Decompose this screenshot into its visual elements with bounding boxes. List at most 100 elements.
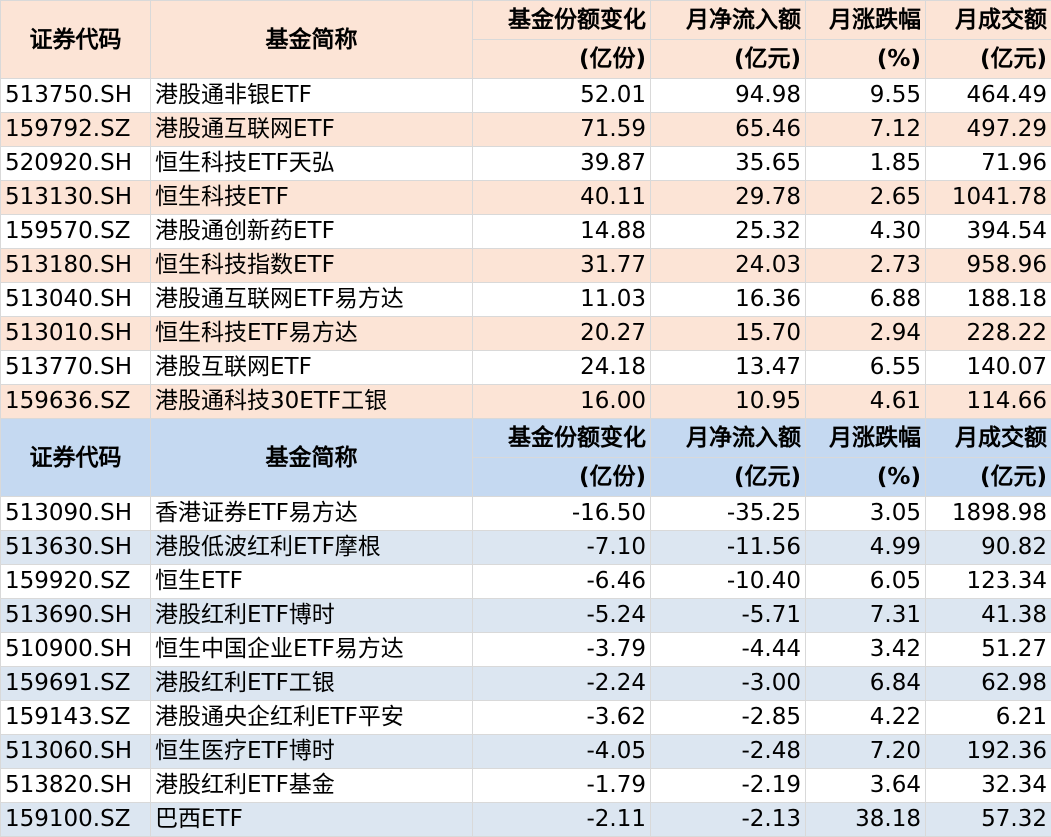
cell-net-inflow: 29.78 bbox=[650, 180, 806, 215]
header-name: 基金简称 bbox=[150, 0, 473, 79]
cell-share-change: -16.50 bbox=[472, 496, 651, 531]
cell-monthly-volume: 958.96 bbox=[925, 248, 1051, 283]
cell-net-inflow: -5.71 bbox=[650, 598, 806, 633]
cell-monthly-change: 2.94 bbox=[805, 316, 926, 351]
cell-monthly-volume: 140.07 bbox=[925, 350, 1051, 385]
cell-monthly-change: 6.88 bbox=[805, 282, 926, 317]
header-share: 基金份额变化 bbox=[472, 418, 651, 458]
cell-share-change: 39.87 bbox=[472, 146, 651, 181]
header-unit-row: (亿份) (亿元) (%) (亿元) bbox=[1, 39, 1051, 79]
cell-name: 港股通科技30ETF工银 bbox=[150, 384, 473, 419]
header-volume-unit: (亿元) bbox=[925, 457, 1051, 497]
header-share-unit: (亿份) bbox=[472, 457, 651, 497]
header-code: 证券代码 bbox=[0, 0, 151, 79]
cell-name: 恒生中国企业ETF易方达 bbox=[150, 632, 473, 667]
cell-monthly-change: 6.55 bbox=[805, 350, 926, 385]
cell-net-inflow: -2.48 bbox=[650, 734, 806, 769]
table-row: 520920.SH 恒生科技ETF天弘 39.87 35.65 1.85 71.96 bbox=[0, 146, 1051, 181]
cell-monthly-volume: 6.21 bbox=[925, 700, 1051, 735]
cell-code: 513010.SH bbox=[0, 316, 151, 351]
cell-share-change: -6.46 bbox=[472, 564, 651, 599]
cell-net-inflow: -10.40 bbox=[650, 564, 806, 599]
cell-monthly-change: 2.65 bbox=[805, 180, 926, 215]
header-change-unit: (%) bbox=[805, 39, 926, 79]
cell-share-change: 31.77 bbox=[472, 248, 651, 283]
table-row: 159792.SZ 港股通互联网ETF 71.59 65.46 7.12 497.29 bbox=[0, 112, 1051, 147]
table-row: 510900.SH 恒生中国企业ETF易方达 -3.79 -4.44 3.42 51.27 bbox=[0, 632, 1051, 667]
cell-code: 159636.SZ bbox=[0, 384, 151, 419]
cell-monthly-volume: 1041.78 bbox=[925, 180, 1051, 215]
cell-monthly-change: 4.22 bbox=[805, 700, 926, 735]
cell-net-inflow: -4.44 bbox=[650, 632, 806, 667]
cell-monthly-change: 9.55 bbox=[805, 78, 926, 113]
cell-monthly-volume: 51.27 bbox=[925, 632, 1051, 667]
header-inflow-unit: (亿元) bbox=[650, 39, 806, 79]
cell-net-inflow: 25.32 bbox=[650, 214, 806, 249]
cell-name: 港股通创新药ETF bbox=[150, 214, 473, 249]
cell-code: 513180.SH bbox=[0, 248, 151, 283]
table-row: 513010.SH 恒生科技ETF易方达 20.27 15.70 2.94 228.22 bbox=[0, 316, 1051, 351]
cell-share-change: -2.24 bbox=[472, 666, 651, 701]
header-row: 证券代码 基金简称 基金份额变化 月净流入额 月涨跌幅 月成交额 bbox=[0, 418, 1051, 497]
cell-monthly-volume: 192.36 bbox=[925, 734, 1051, 769]
table-row: 513060.SH 恒生医疗ETF博时 -4.05 -2.48 7.20 192.36 bbox=[0, 734, 1051, 769]
cell-share-change: 24.18 bbox=[472, 350, 651, 385]
cell-monthly-change: 6.84 bbox=[805, 666, 926, 701]
table-row: 159636.SZ 港股通科技30ETF工银 16.00 10.95 4.61 114.6… bbox=[0, 384, 1051, 419]
header-code: 证券代码 bbox=[0, 418, 151, 497]
cell-net-inflow: 13.47 bbox=[650, 350, 806, 385]
cell-name: 恒生科技指数ETF bbox=[150, 248, 473, 283]
cell-monthly-volume: 188.18 bbox=[925, 282, 1051, 317]
cell-share-change: -3.62 bbox=[472, 700, 651, 735]
cell-code: 513130.SH bbox=[0, 180, 151, 215]
cell-net-inflow: 35.65 bbox=[650, 146, 806, 181]
cell-code: 159143.SZ bbox=[0, 700, 151, 735]
header-inflow: 月净流入额 bbox=[650, 0, 806, 40]
cell-share-change: -2.11 bbox=[472, 802, 651, 837]
cell-name: 港股红利ETF博时 bbox=[150, 598, 473, 633]
header-inflow: 月净流入额 bbox=[650, 418, 806, 458]
cell-code: 513090.SH bbox=[0, 496, 151, 531]
cell-name: 港股互联网ETF bbox=[150, 350, 473, 385]
cell-monthly-volume: 57.32 bbox=[925, 802, 1051, 837]
cell-name: 恒生科技ETF易方达 bbox=[150, 316, 473, 351]
cell-code: 513630.SH bbox=[0, 530, 151, 565]
cell-monthly-change: 7.12 bbox=[805, 112, 926, 147]
cell-share-change: 20.27 bbox=[472, 316, 651, 351]
cell-monthly-change: 3.64 bbox=[805, 768, 926, 803]
cell-monthly-volume: 497.29 bbox=[925, 112, 1051, 147]
table-row: 159143.SZ 港股通央企红利ETF平安 -3.62 -2.85 4.22 6.21 bbox=[0, 700, 1051, 735]
cell-monthly-change: 38.18 bbox=[805, 802, 926, 837]
header-volume: 月成交额 bbox=[925, 0, 1051, 40]
header-share: 基金份额变化 bbox=[472, 0, 651, 40]
cell-net-inflow: 94.98 bbox=[650, 78, 806, 113]
cell-monthly-change: 4.30 bbox=[805, 214, 926, 249]
cell-monthly-change: 7.20 bbox=[805, 734, 926, 769]
cell-monthly-change: 2.73 bbox=[805, 248, 926, 283]
cell-code: 159920.SZ bbox=[0, 564, 151, 599]
cell-monthly-volume: 464.49 bbox=[925, 78, 1051, 113]
cell-share-change: -7.10 bbox=[472, 530, 651, 565]
header-row: 证券代码 基金简称 基金份额变化 月净流入额 月涨跌幅 月成交额 bbox=[0, 0, 1051, 79]
cell-code: 159570.SZ bbox=[0, 214, 151, 249]
cell-share-change: -3.79 bbox=[472, 632, 651, 667]
cell-net-inflow: 10.95 bbox=[650, 384, 806, 419]
cell-code: 513770.SH bbox=[0, 350, 151, 385]
cell-code: 159792.SZ bbox=[0, 112, 151, 147]
cell-monthly-change: 7.31 bbox=[805, 598, 926, 633]
header-change-unit: (%) bbox=[805, 457, 926, 497]
table-row: 159920.SZ 恒生ETF -6.46 -10.40 6.05 123.34 bbox=[0, 564, 1051, 599]
cell-net-inflow: 65.46 bbox=[650, 112, 806, 147]
cell-name: 港股通互联网ETF bbox=[150, 112, 473, 147]
cell-monthly-volume: 114.66 bbox=[925, 384, 1051, 419]
cell-name: 恒生医疗ETF博时 bbox=[150, 734, 473, 769]
table-row: 513770.SH 港股互联网ETF 24.18 13.47 6.55 140.07 bbox=[0, 350, 1051, 385]
cell-monthly-volume: 394.54 bbox=[925, 214, 1051, 249]
table-row: 513630.SH 港股低波红利ETF摩根 -7.10 -11.56 4.99 90.82 bbox=[0, 530, 1051, 565]
cell-monthly-volume: 123.34 bbox=[925, 564, 1051, 599]
cell-share-change: 14.88 bbox=[472, 214, 651, 249]
cell-share-change: 40.11 bbox=[472, 180, 651, 215]
cell-name: 恒生科技ETF bbox=[150, 180, 473, 215]
cell-net-inflow: -2.13 bbox=[650, 802, 806, 837]
